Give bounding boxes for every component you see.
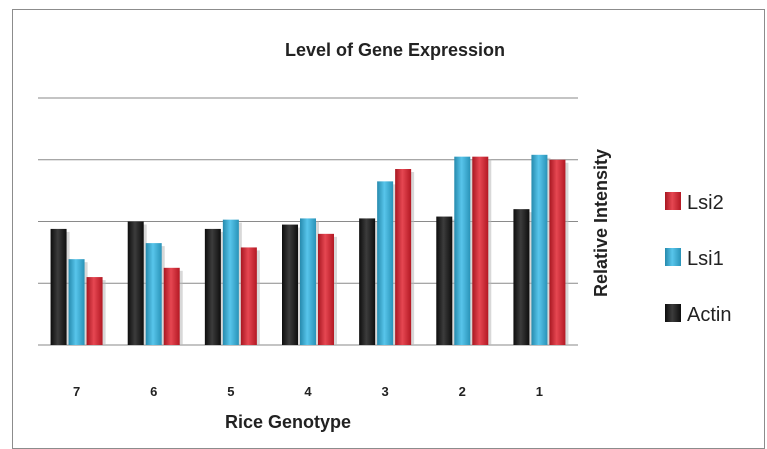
chart: Level of Gene Expression 7 6 5 4 3 2 1 Rice Ge… — [38, 40, 731, 432]
bar-lsi2-genotype-4 — [318, 233, 334, 345]
bar-lsi1-genotype-5 — [222, 219, 239, 345]
bar-actin-genotype-2 — [436, 216, 453, 345]
legend-item-actin: Actin — [665, 304, 731, 326]
bar-lsi2-genotype-3 — [395, 169, 412, 345]
legend-label: Lsi1 — [687, 248, 724, 270]
bar-lsi2-genotype-5 — [240, 247, 257, 345]
bar-lsi2-genotype-7 — [86, 277, 103, 345]
legend-swatch — [665, 304, 681, 322]
bar-actin-genotype-5 — [204, 228, 221, 345]
x-tick-label: 1 — [536, 384, 543, 399]
legend-label: Lsi2 — [687, 192, 724, 214]
bars — [50, 154, 569, 345]
bar-lsi1-genotype-2 — [454, 156, 471, 345]
bar-lsi2-genotype-6 — [163, 267, 180, 345]
legend-swatch — [665, 248, 681, 266]
bar-lsi2-genotype-1 — [549, 159, 566, 345]
bar-lsi1-genotype-1 — [531, 154, 548, 345]
x-tick-label: 2 — [459, 384, 466, 399]
legend: Lsi2 Lsi1 Actin — [665, 192, 731, 326]
bar-lsi1-genotype-6 — [145, 243, 162, 345]
bar-actin-genotype-4 — [282, 224, 298, 345]
bar-lsi2-genotype-2 — [472, 156, 489, 345]
x-tick-label: 3 — [382, 384, 389, 399]
bar-lsi1-genotype-4 — [300, 218, 316, 345]
x-tick-label: 4 — [304, 384, 312, 399]
x-tick-label: 5 — [227, 384, 234, 399]
chart-title: Level of Gene Expression — [285, 40, 505, 60]
legend-item-lsi1: Lsi1 — [665, 248, 724, 270]
x-tick-labels: 7 6 5 4 3 2 1 — [73, 384, 543, 399]
bar-actin-genotype-1 — [513, 209, 530, 345]
bar-actin-genotype-3 — [359, 218, 376, 345]
legend-swatch — [665, 192, 681, 210]
legend-item-lsi2: Lsi2 — [665, 192, 724, 214]
bar-actin-genotype-7 — [50, 228, 67, 345]
x-axis-title: Rice Genotype — [225, 412, 351, 432]
x-tick-label: 6 — [150, 384, 157, 399]
legend-label: Actin — [687, 304, 731, 326]
bar-lsi1-genotype-3 — [377, 181, 394, 345]
y-axis-title: Relative Intensity — [591, 149, 611, 297]
bar-actin-genotype-6 — [127, 221, 144, 345]
bar-lsi1-genotype-7 — [68, 259, 85, 345]
x-tick-label: 7 — [73, 384, 80, 399]
